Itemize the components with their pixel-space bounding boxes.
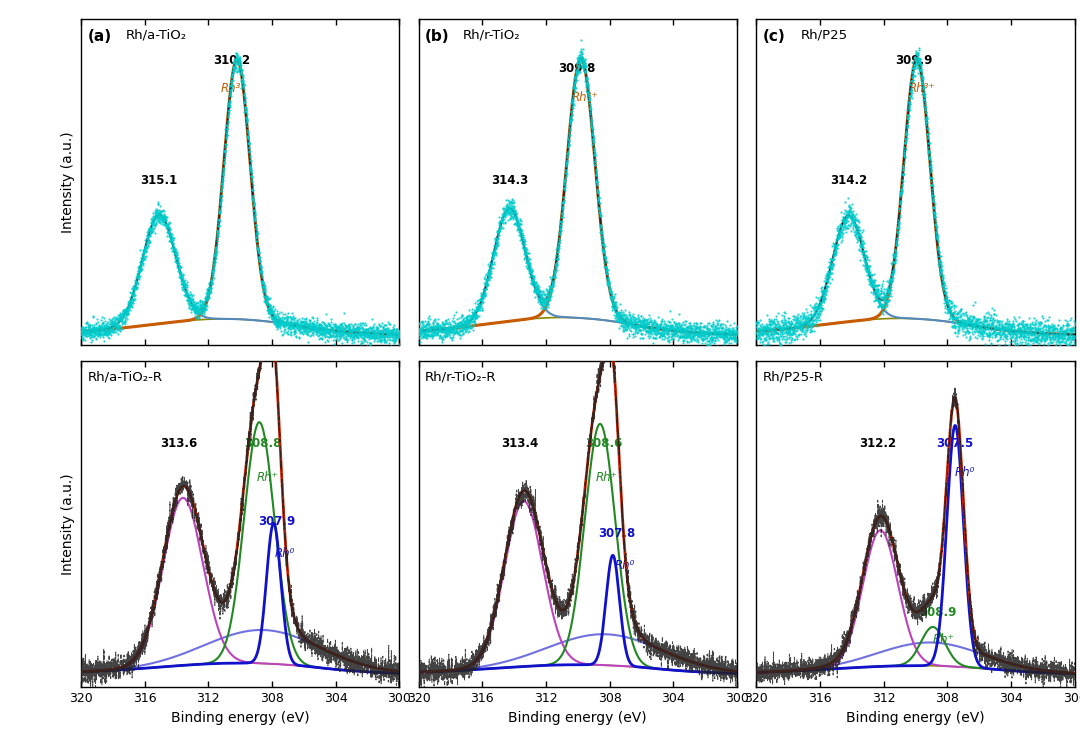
Text: 310.2: 310.2 [213, 53, 251, 67]
X-axis label: Binding energy (eV): Binding energy (eV) [846, 710, 985, 725]
Text: Rh/a-TiO₂-R: Rh/a-TiO₂-R [87, 371, 162, 384]
Text: (a): (a) [87, 29, 111, 44]
Text: (b): (b) [424, 29, 449, 44]
Y-axis label: Intensity (a.u.): Intensity (a.u.) [62, 473, 76, 575]
Text: Rh/r-TiO₂: Rh/r-TiO₂ [463, 29, 521, 41]
Text: 314.3: 314.3 [490, 173, 528, 187]
Text: 313.4: 313.4 [501, 437, 538, 450]
Text: 307.5: 307.5 [935, 437, 973, 450]
Text: Rh⁰: Rh⁰ [615, 559, 635, 572]
Text: Rh⁺: Rh⁺ [256, 471, 279, 484]
Y-axis label: Intensity (a.u.): Intensity (a.u.) [62, 131, 76, 233]
X-axis label: Binding energy (eV): Binding energy (eV) [509, 710, 647, 725]
Text: (c): (c) [762, 29, 785, 44]
Text: 313.6: 313.6 [160, 437, 198, 450]
Text: 314.2: 314.2 [829, 173, 867, 187]
X-axis label: Binding energy (eV): Binding energy (eV) [171, 710, 310, 725]
Text: 308.8: 308.8 [245, 437, 282, 450]
Text: 307.8: 307.8 [598, 527, 635, 541]
Text: Rh³⁺: Rh³⁺ [908, 82, 935, 95]
Text: Rh³⁺: Rh³⁺ [221, 82, 247, 95]
Text: 308.9: 308.9 [919, 606, 957, 619]
Text: 312.2: 312.2 [860, 437, 896, 450]
Text: 307.9: 307.9 [258, 515, 296, 528]
Text: Rh⁺: Rh⁺ [595, 471, 618, 484]
Text: Rh⁺: Rh⁺ [932, 632, 954, 646]
Text: 309.9: 309.9 [895, 53, 932, 67]
Text: Rh⁰: Rh⁰ [274, 547, 295, 560]
Text: 308.6: 308.6 [585, 437, 623, 450]
Text: 315.1: 315.1 [140, 173, 177, 187]
Text: 309.8: 309.8 [558, 62, 596, 75]
Text: Rh/a-TiO₂: Rh/a-TiO₂ [125, 29, 187, 41]
Text: Rh/r-TiO₂-R: Rh/r-TiO₂-R [424, 371, 497, 384]
Text: Rh/P25-R: Rh/P25-R [762, 371, 824, 384]
Text: Rh⁰: Rh⁰ [955, 466, 975, 479]
Text: Rh³⁺: Rh³⁺ [571, 91, 598, 104]
Text: Rh/P25: Rh/P25 [800, 29, 848, 41]
